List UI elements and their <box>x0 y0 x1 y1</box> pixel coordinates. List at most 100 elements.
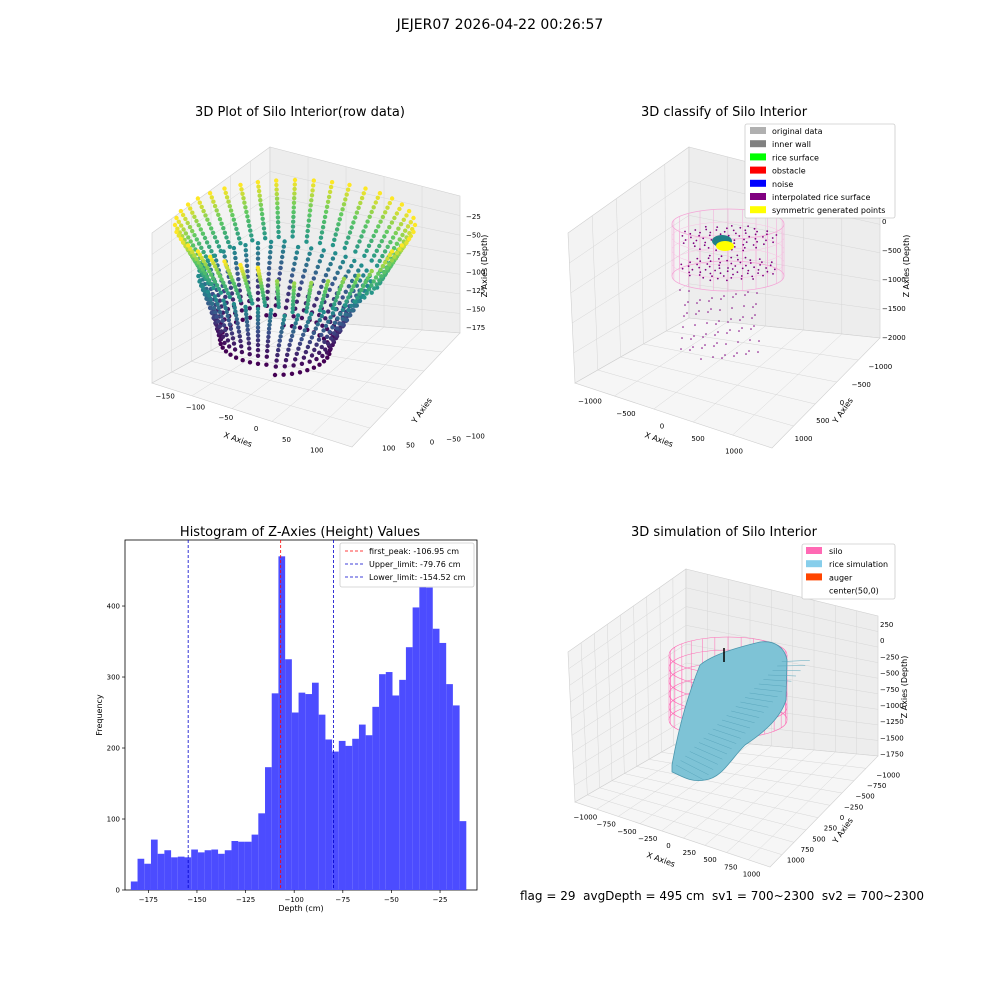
panel2-interpolated-point <box>736 271 739 273</box>
panel1-point <box>316 290 322 295</box>
panel2-interpolated-point <box>680 263 683 266</box>
panel3-tick-labels: −175 −150 −125 −100 −75 −50 −25 0 100 200 300 400 <box>107 603 448 904</box>
panel1-point <box>200 284 205 289</box>
panel1-z-tick-label: −50 <box>466 232 481 240</box>
panel1-z-tick-label: −175 <box>466 324 485 332</box>
panel1-point <box>231 341 237 346</box>
panel1-point <box>397 237 402 242</box>
panel1-point <box>244 209 249 215</box>
panel1-point <box>357 291 362 296</box>
panel1-point <box>217 324 223 329</box>
panel2-interpolated-point <box>702 276 705 279</box>
panel1-point <box>185 243 191 248</box>
panel1-point <box>283 358 289 363</box>
panel1-point <box>391 246 397 251</box>
panel1-point <box>223 349 229 354</box>
panel1-point <box>244 319 250 324</box>
panel1-point <box>255 306 261 312</box>
panel1-point <box>369 283 374 288</box>
panel1-point <box>244 258 249 263</box>
panel3-bar <box>332 751 339 890</box>
panel1-point <box>411 229 416 235</box>
panel1-point <box>210 276 216 281</box>
panel2-interpolated-point <box>771 237 774 239</box>
panel2-legend-label: noise <box>772 180 793 189</box>
panel1-point <box>188 239 193 244</box>
panel1-point <box>361 229 366 234</box>
panel1-point <box>330 306 336 311</box>
panel1-point <box>205 217 210 222</box>
panel2-interpolated-point <box>681 267 684 270</box>
panel1-point <box>268 311 273 316</box>
panel3-x-tick-label: −75 <box>335 896 350 904</box>
panel1-point <box>343 312 348 317</box>
panel2-interpolated-point <box>748 235 751 238</box>
panel2-legend-swatch <box>750 153 766 161</box>
panel1-point <box>227 204 232 209</box>
panel1-point <box>292 325 297 330</box>
panel1-point <box>235 231 240 236</box>
panel1-point <box>217 310 223 315</box>
panel1-point <box>351 220 356 225</box>
panel1-y-tick-label: 100 <box>382 445 395 453</box>
panel1-point <box>399 243 405 248</box>
panel2-interpolated-point <box>718 267 721 269</box>
panel2-interpolated-point <box>756 230 758 233</box>
panel1-point <box>406 208 412 214</box>
panel2-interpolated-point <box>752 244 755 246</box>
panel1-point <box>291 267 296 272</box>
panel3-legend-label: first_peak: -106.95 cm <box>369 547 459 556</box>
panel1-point <box>179 223 184 228</box>
panel2-interpolated-point <box>733 246 736 248</box>
panel1-point <box>299 280 304 285</box>
panel1-point <box>337 287 342 292</box>
panel2-interpolated-point <box>749 339 751 341</box>
panel3-legend-label: Lower_limit: -154.52 cm <box>369 573 466 582</box>
panel1-point <box>219 314 224 319</box>
panel1-point <box>312 303 317 308</box>
panel1-point <box>214 298 219 303</box>
panel2-interpolated-point <box>718 258 720 260</box>
panel1-point <box>196 223 201 228</box>
panel2-interpolated-point <box>704 344 706 346</box>
panel1-point <box>399 202 405 207</box>
panel2-legend-label: rice surface <box>772 153 819 162</box>
panel2-interpolated-point <box>716 342 718 344</box>
panel1-point <box>347 230 353 235</box>
panel1-point <box>255 256 261 261</box>
panel1-point <box>249 233 254 238</box>
panel1-point <box>238 298 243 303</box>
panel1-point <box>186 235 191 240</box>
panel3-bar <box>171 857 178 890</box>
panel1-point <box>353 303 358 308</box>
panel1-point <box>389 220 395 225</box>
panel1-z-tick-label: −75 <box>466 250 481 258</box>
panel1-point <box>292 182 297 187</box>
panel2-interpolated-point <box>735 293 737 295</box>
panel1-point <box>255 338 261 343</box>
panel1-point <box>353 215 358 220</box>
panel1-point <box>216 270 221 275</box>
panel1-point <box>411 215 416 221</box>
panel1-point <box>224 287 229 292</box>
panel1-point <box>255 342 261 348</box>
panel1-point <box>268 315 273 320</box>
panel2-interpolated-point <box>758 258 761 260</box>
panel1-point <box>197 200 202 205</box>
panel1-point <box>328 184 334 190</box>
panel1-point <box>247 223 252 228</box>
panel2-interpolated-point <box>719 233 722 236</box>
panel1-point <box>261 293 266 298</box>
panel1-point <box>305 319 311 325</box>
panel4-surface-mesh <box>735 706 764 713</box>
panel1-point <box>180 240 186 245</box>
panel1-point <box>305 344 311 350</box>
panel1-point <box>307 287 313 292</box>
panel1-point <box>308 203 313 208</box>
panel1-point <box>325 199 331 204</box>
panel1-point <box>174 215 179 221</box>
panel2-interpolated-point <box>755 246 757 249</box>
panel1-point <box>255 333 261 338</box>
panel2-interpolated-point <box>712 356 714 358</box>
panel1-point <box>289 333 295 339</box>
